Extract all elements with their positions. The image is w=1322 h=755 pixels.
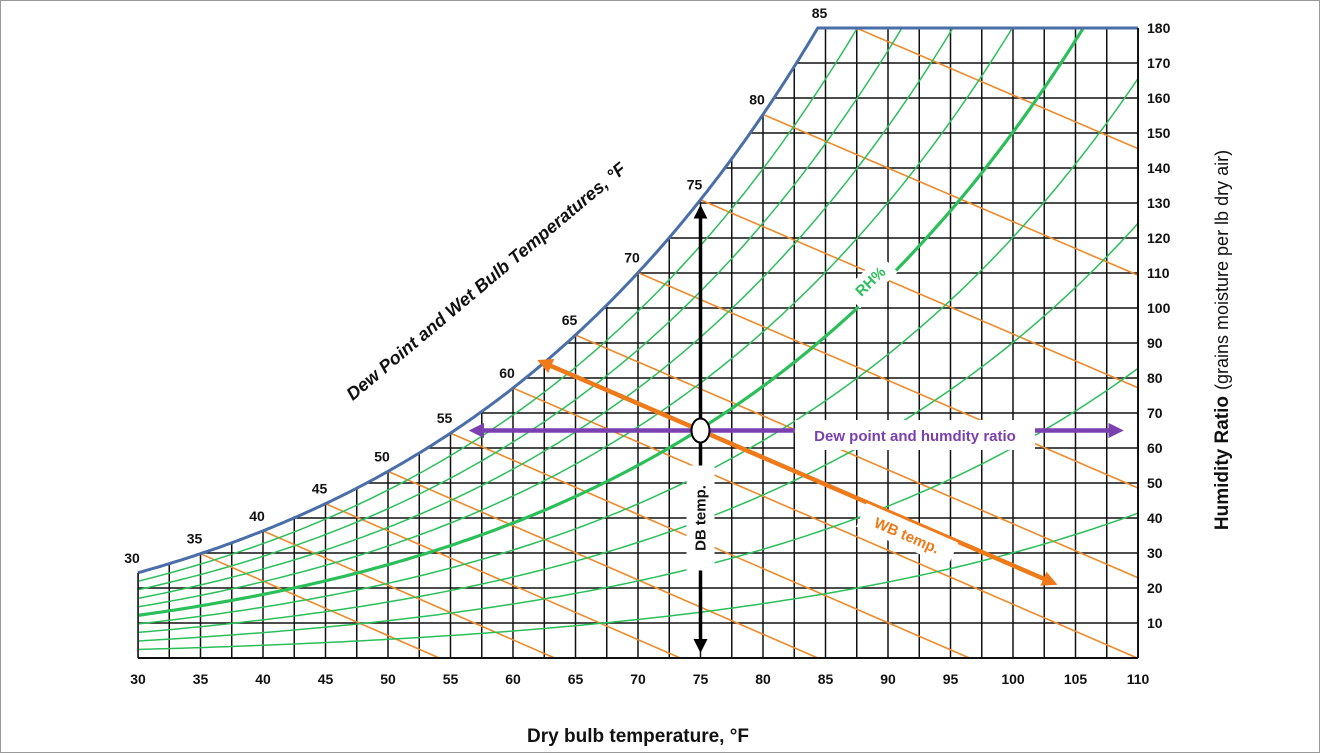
- x-tick-label-40: 40: [255, 671, 271, 687]
- y-tick-label-40: 40: [1147, 510, 1163, 526]
- x-tick-label-50: 50: [380, 671, 396, 687]
- y-tick-label-180: 180: [1147, 20, 1171, 36]
- x-tick-label-35: 35: [193, 671, 209, 687]
- y-tick-label-30: 30: [1147, 545, 1163, 561]
- wb-label-box: [856, 502, 959, 567]
- rh-curve-50: [138, 28, 1090, 617]
- y-axis-title-unit: (grains moisture per lb dry air): [1212, 150, 1232, 390]
- rh-label-box: [843, 254, 898, 309]
- x-tick-label-85: 85: [818, 671, 834, 687]
- saturation-curve-title: Dew Point and Wet Bulb Temperatures, °F: [342, 158, 630, 404]
- db-label-box: [686, 465, 715, 571]
- y-tick-label-10: 10: [1147, 615, 1163, 631]
- y-tick-label-80: 80: [1147, 370, 1163, 386]
- y-tick-label-160: 160: [1147, 90, 1171, 106]
- saturation-curve: [137, 26, 1138, 575]
- y-tick-label-90: 90: [1147, 335, 1163, 351]
- y-axis-title-main: Humidity Ratio: [1212, 396, 1233, 530]
- x-tick-label-100: 100: [1001, 671, 1025, 687]
- y-tick-label-130: 130: [1147, 195, 1171, 211]
- chart-boundary: [137, 26, 1139, 659]
- x-tick-label-55: 55: [443, 671, 459, 687]
- saturation-label-85: 85: [812, 5, 828, 21]
- y-tick-label-170: 170: [1147, 55, 1171, 71]
- saturation-label-60: 60: [499, 365, 515, 381]
- saturation-label-40: 40: [249, 508, 265, 524]
- saturation-label-55: 55: [437, 410, 453, 426]
- x-tick-label-65: 65: [568, 671, 584, 687]
- saturation-label-80: 80: [749, 91, 765, 107]
- saturation-label-50: 50: [374, 448, 390, 464]
- x-tick-label-105: 105: [1064, 671, 1088, 687]
- wb-line-85: [825, 28, 1138, 658]
- y-tick-label-50: 50: [1147, 475, 1163, 491]
- x-tick-label-110: 110: [1127, 671, 1150, 687]
- x-tick-label-75: 75: [693, 671, 709, 687]
- y-tick-label-150: 150: [1147, 125, 1171, 141]
- dew-point-label-box: [795, 420, 1035, 450]
- saturation-label-70: 70: [624, 250, 640, 266]
- db-label: DB temp.: [693, 485, 710, 551]
- saturation-label-45: 45: [312, 481, 328, 497]
- state-point: [690, 417, 711, 444]
- x-tick-label-30: 30: [130, 671, 146, 687]
- x-tick-label-95: 95: [943, 671, 959, 687]
- y-tick-label-120: 120: [1147, 230, 1171, 246]
- x-tick-label-45: 45: [318, 671, 334, 687]
- x-tick-label-60: 60: [505, 671, 521, 687]
- wb-line-70: [637, 271, 1138, 658]
- saturation-label-30: 30: [124, 550, 140, 566]
- dew-point-label: Dew point and humdity ratio: [814, 428, 1016, 445]
- wb-line-35: [200, 552, 440, 658]
- y-axis-title: Humidity Ratio (grains moisture per lb dr…: [1212, 150, 1233, 530]
- saturation-label-35: 35: [187, 531, 203, 547]
- y-tick-label-70: 70: [1147, 405, 1163, 421]
- axis-ticks: 30 35 40 45 50 55 60 65 70 75 80 85 90 95 100 105 110 10 2…: [124, 5, 1170, 687]
- x-tick-label-90: 90: [880, 671, 896, 687]
- grid: [138, 28, 1138, 658]
- y-tick-label-140: 140: [1147, 160, 1171, 176]
- x-axis-title: Dry bulb temperature, °F: [527, 726, 749, 747]
- x-tick-label-70: 70: [630, 671, 646, 687]
- wb-arrow: [537, 359, 1058, 586]
- y-tick-label-20: 20: [1147, 580, 1163, 596]
- saturation-label-65: 65: [562, 312, 578, 328]
- y-tick-label-110: 110: [1147, 265, 1170, 281]
- wb-line-40: [262, 530, 555, 658]
- y-tick-label-100: 100: [1147, 300, 1171, 316]
- saturation-label-75: 75: [687, 177, 703, 193]
- wb-line-80: [762, 113, 1138, 658]
- y-tick-label-60: 60: [1147, 440, 1163, 456]
- x-tick-label-80: 80: [755, 671, 771, 687]
